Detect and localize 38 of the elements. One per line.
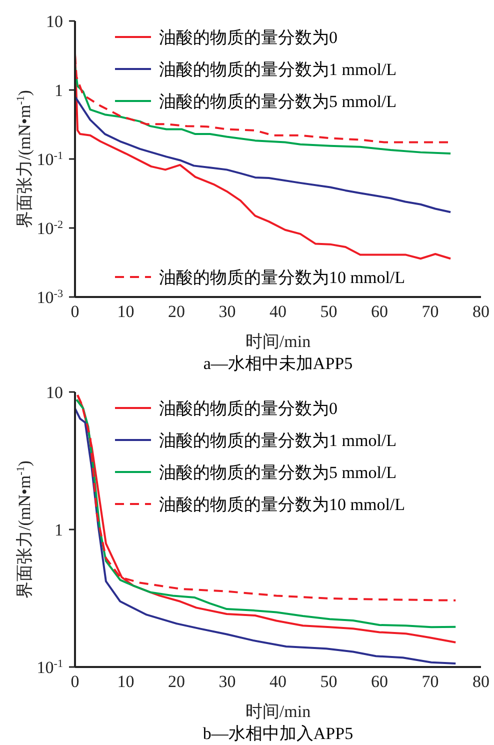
- x-tick-label: 50: [320, 302, 338, 321]
- legend-label: 油酸的物质的量分数为0: [159, 398, 338, 420]
- x-tick-label: 40: [270, 672, 286, 691]
- y-tick-label: 10$^{-3}$: [36, 288, 64, 307]
- y-tick-label: 10: [46, 12, 63, 31]
- x-tick-label: 30: [218, 672, 236, 691]
- x-tick-label: 20: [168, 672, 185, 691]
- text: a—水相中未加APP5: [202, 353, 354, 375]
- y-tick-label: 10$^{-1}$: [36, 150, 63, 169]
- x-tick-label: 70: [422, 672, 439, 691]
- x-tick-label: 80: [472, 672, 490, 691]
- legend-label: 油酸的物质的量分数为1 mmol/L: [159, 58, 397, 80]
- x-tick-label: 70: [422, 302, 439, 321]
- y-tick-label: 10$^{-2}$: [36, 219, 63, 238]
- x-tick-label: 60: [371, 672, 388, 691]
- x-tick-label: 80: [472, 302, 490, 321]
- y-tick-label: 10: [46, 383, 63, 402]
- legend-label: 油酸的物质的量分数为10 mmol/L: [159, 494, 406, 516]
- x-tick-label: 40: [270, 302, 286, 321]
- x-tick-label: 60: [371, 302, 388, 321]
- x-tick-label: 50: [320, 672, 338, 691]
- x-tick-label: 10: [117, 672, 134, 691]
- legend-label: 油酸的物质的量分数为5 mmol/L: [159, 90, 397, 112]
- y-tick-label: 1: [54, 520, 63, 540]
- x-tick-label: 10: [117, 302, 134, 321]
- x-tick-label: 20: [168, 302, 185, 321]
- x-axis-title: 时间/min: [245, 332, 312, 351]
- y-tick-label: 10$^{-1}$: [36, 658, 63, 677]
- x-tick-label: 0: [70, 302, 80, 321]
- x-axis-title: 时间/min: [245, 702, 312, 721]
- text: b—水相中加入APP5: [202, 723, 354, 745]
- legend-label: 油酸的物质的量分数为1 mmol/L: [159, 430, 397, 452]
- legend-label: 油酸的物质的量分数为10 mmol/L: [159, 266, 406, 288]
- y-tick-label: 1: [54, 81, 63, 100]
- legend-label: 油酸的物质的量分数为5 mmol/L: [159, 462, 397, 484]
- x-tick-label: 0: [70, 672, 80, 691]
- legend-label: 油酸的物质的量分数为0: [159, 26, 338, 48]
- x-tick-label: 30: [218, 302, 236, 321]
